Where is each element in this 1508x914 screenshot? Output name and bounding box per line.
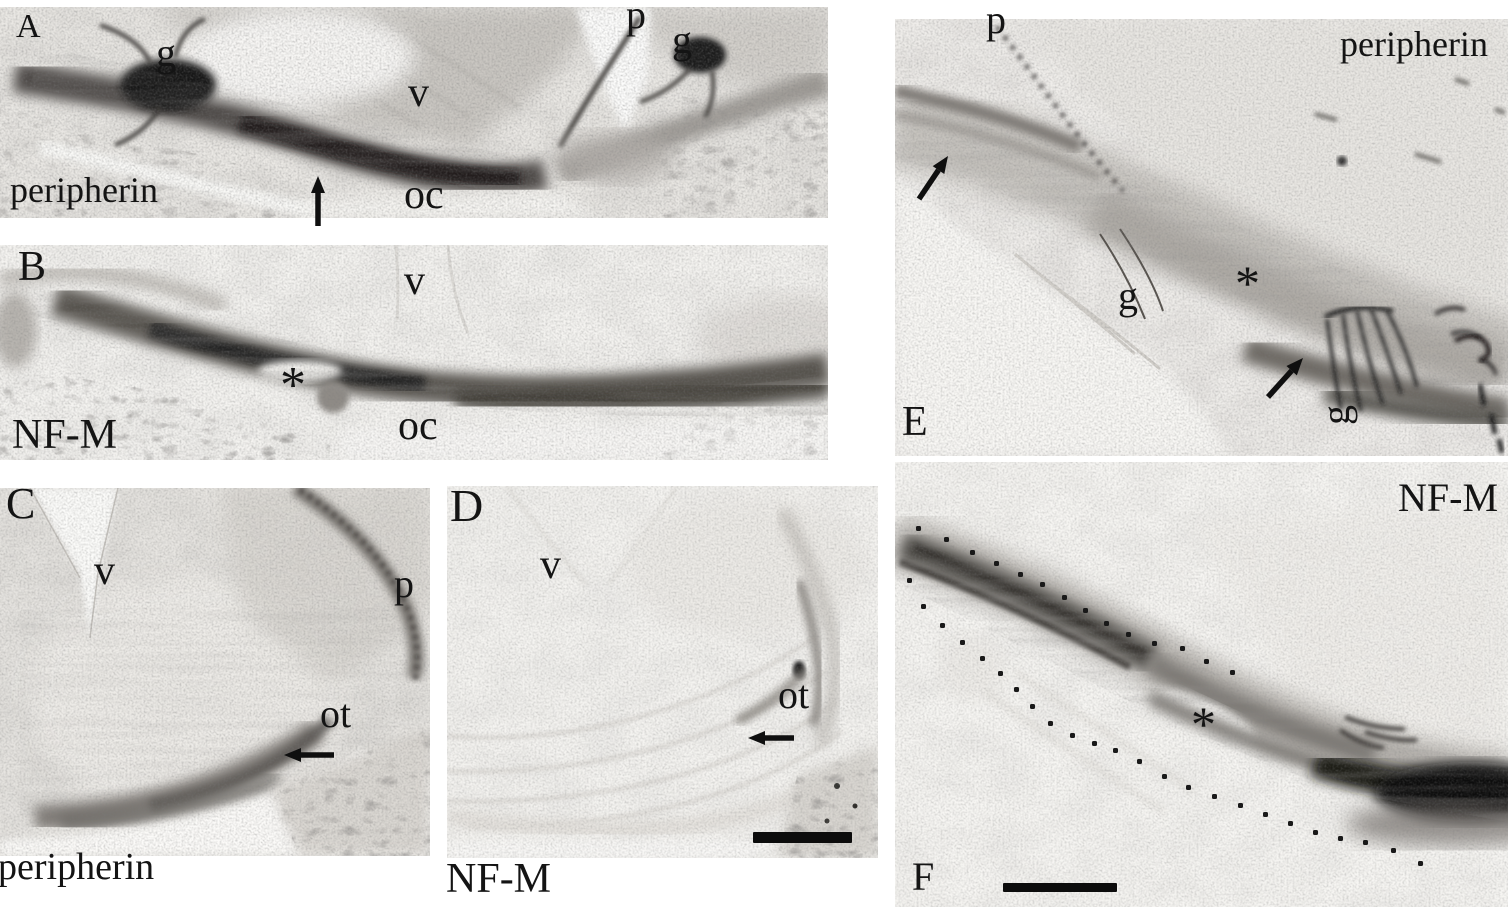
panel-A-micrograph	[0, 7, 828, 218]
panel-B-micrograph	[0, 245, 828, 460]
panel-F-micrograph	[895, 462, 1508, 907]
panel-D-micrograph	[447, 486, 878, 858]
panel-D-stain-label: NF-M	[446, 856, 552, 902]
panel-E-micrograph	[895, 19, 1508, 456]
panel-C-micrograph	[0, 488, 430, 856]
